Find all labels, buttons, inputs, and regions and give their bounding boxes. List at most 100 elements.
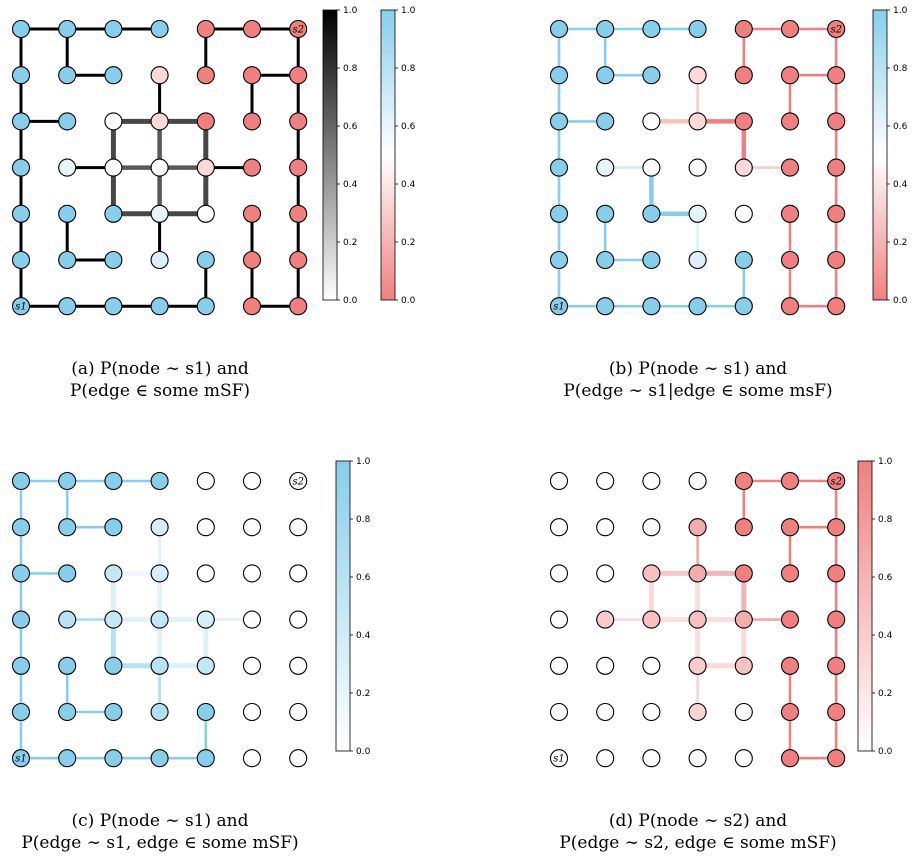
graph-node [104,656,123,675]
graph-node [596,702,615,722]
graph-node [104,19,123,39]
graph-node [688,749,707,768]
graph-node [688,564,707,583]
graph-node [58,204,77,223]
graph-node [549,471,569,491]
source-label-s1: s1 [553,754,565,765]
graph-node [596,250,615,270]
colorbar-tick-label: 0.0 [343,296,358,306]
colorbar-tick-label: 0.6 [356,573,371,583]
graph-node [642,656,661,675]
graph-node [596,610,615,629]
graph-panel-c: s1 s2 [11,471,308,768]
graph-node [196,297,215,316]
graph-node [596,158,615,177]
colorbar-b-1: 0.0 0.2 0.4 0.6 0.8 1.0 [872,6,908,306]
graph-node [642,610,661,629]
graph-node [104,204,123,223]
graph-node [780,250,800,270]
source-label-s2: s2 [830,477,842,488]
graph-node [242,471,262,491]
caption-b: (b) P(node ∼ s1) and P(edge ∼ s1|edge ∈ … [498,358,898,402]
graph-node [827,656,846,675]
graph-node [196,471,215,491]
graph-node [780,518,800,537]
graph-node [150,66,169,85]
graph-node [596,749,615,768]
graph-node [104,250,123,270]
colorbar-tick-label: 0.4 [343,180,358,190]
source-label-s1: s1 [15,754,27,765]
graph-node [549,19,569,39]
graph-node [289,19,308,39]
colorbar-tick-label: 1.0 [893,6,908,16]
colorbar-tick-label: 1.0 [878,457,893,467]
graph-node [58,158,77,177]
graph-node [780,610,800,629]
graph-node [642,471,661,491]
graph-node [242,19,262,39]
source-label-s1: s1 [15,302,27,313]
graph-node [688,204,707,223]
graph-node [734,749,753,768]
graph-node [688,297,707,316]
graph-node [150,250,169,270]
graph-node [104,749,123,768]
graph-node [289,610,308,629]
source-label-s2: s2 [292,25,304,36]
caption-d-line1: (d) P(node ∼ s2) and [608,811,788,831]
graph-node [104,66,123,85]
caption-a-line1: (a) P(node ∼ s1) and [71,359,249,379]
colorbar-a-1: 0.0 0.2 0.4 0.6 0.8 1.0 [322,6,358,306]
node-layer: s1 s2 [11,19,308,316]
graph-node [58,112,77,131]
colorbar-gradient [380,9,396,301]
edge-layer [605,479,838,760]
colorbar-tick-label: 0.8 [356,515,371,525]
graph-node [11,610,31,629]
graph-node [11,250,31,270]
graph-node [150,112,169,131]
caption-a: (a) P(node ∼ s1) and P(edge ∈ some mSF) [0,358,360,402]
colorbar-tick-label: 0.2 [343,238,357,248]
graph-node [58,471,77,491]
source-label-s2: s2 [292,477,304,488]
caption-d: (d) P(node ∼ s2) and P(edge ∼ s2, edge ∈… [498,810,898,854]
graph-node [688,19,707,39]
graph-node [780,702,800,722]
graph-node [642,702,661,722]
graph-node [150,610,169,629]
graph-node [289,204,308,223]
graph-node [104,158,123,177]
graph-node [688,112,707,131]
graph-node [289,749,308,768]
graph-node [242,158,262,177]
graph-node [58,610,77,629]
graph-node [827,610,846,629]
graph-node [734,112,753,131]
graph-node [242,250,262,270]
graph-node [596,471,615,491]
graph-node [596,112,615,131]
graph-node [289,297,308,316]
graph-node [642,250,661,270]
graph-panel-b: s1 s2 [549,19,846,316]
graph-node [688,250,707,270]
graph-node [196,158,215,177]
graph-node [196,749,215,768]
graph-node [11,158,31,177]
graph-node [289,518,308,537]
graph-node [549,656,569,675]
graph-node [780,66,800,85]
caption-a-line2: P(edge ∈ some mSF) [69,381,251,401]
graph-node [11,204,31,223]
graph-node [642,66,661,85]
graph-node [58,702,77,722]
graph-node [289,66,308,85]
source-label-s1: s1 [553,302,565,313]
colorbar-tick-label: 0.4 [356,631,371,641]
colorbar-a-2: 0.0 0.2 0.4 0.6 0.8 1.0 [380,6,416,306]
graph-node [596,204,615,223]
colorbar-tick-label: 0.0 [356,747,371,757]
graph-node [196,66,215,85]
